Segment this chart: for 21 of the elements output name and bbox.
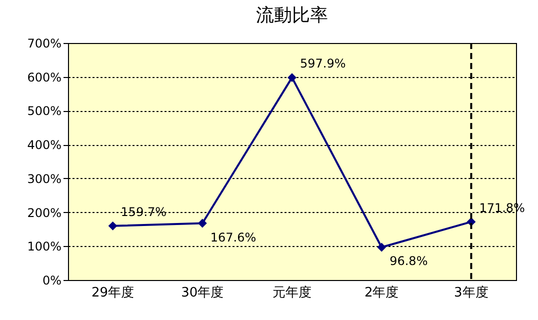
y-tick-label: 0% [42, 274, 62, 288]
point [108, 221, 118, 230]
y-tick-label: 700% [27, 36, 62, 50]
y-tick-label: 200% [27, 206, 62, 220]
y-tick-label: 100% [27, 240, 62, 254]
x-tick-label: 30年度 [181, 284, 224, 300]
point [288, 73, 296, 82]
y-tick-label: 300% [27, 172, 62, 186]
chart-title: 流動比率 [256, 5, 328, 26]
x-tick-label: 元年度 [272, 284, 312, 300]
x-tick-label: 2年度 [364, 284, 399, 300]
x-tick-label: 3年度 [454, 284, 488, 300]
y-tick-label: 500% [27, 104, 62, 118]
y-tick-label: 400% [27, 138, 62, 152]
x-tick-label: 29年度 [92, 284, 134, 300]
data-label: 167.6% [210, 230, 256, 244]
point [377, 242, 386, 252]
y-tick-label: 600% [27, 70, 62, 84]
data-label: 597.9% [300, 56, 346, 71]
data-label: 96.8% [390, 254, 428, 268]
point [198, 218, 207, 228]
